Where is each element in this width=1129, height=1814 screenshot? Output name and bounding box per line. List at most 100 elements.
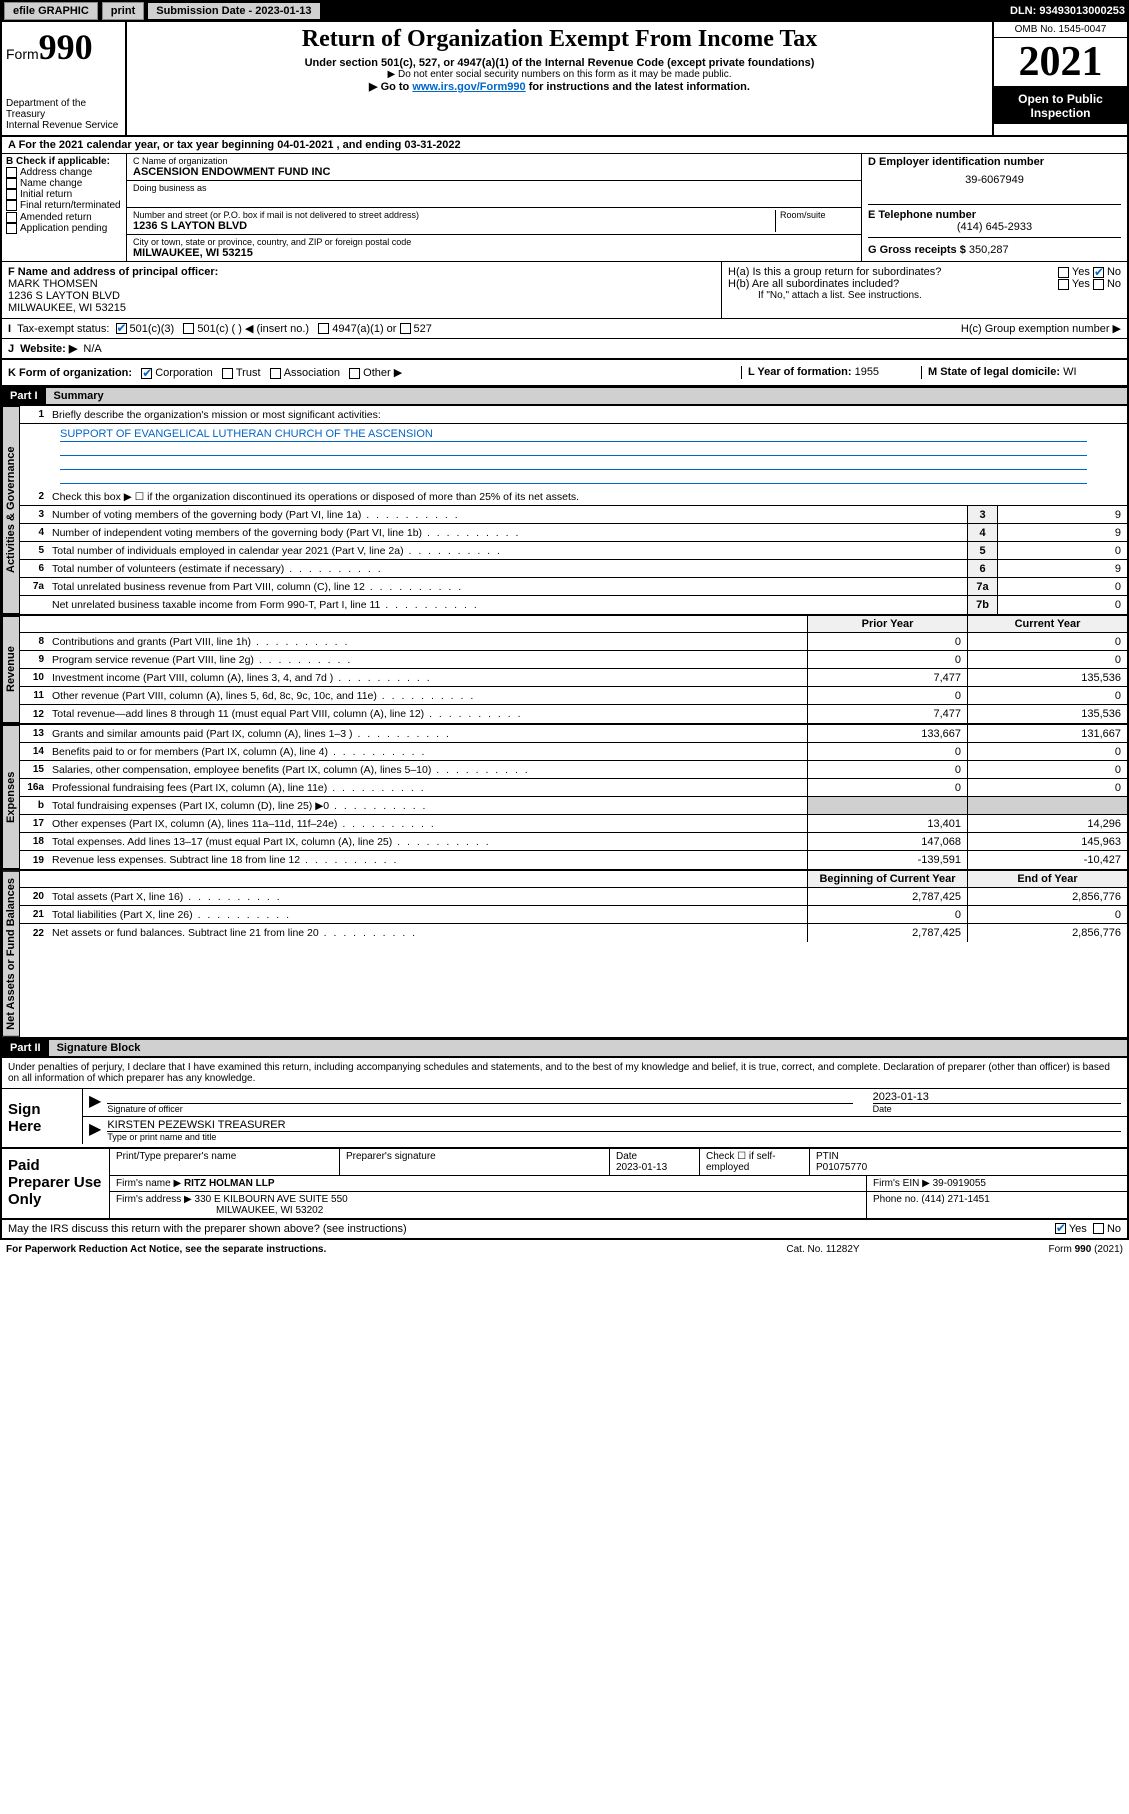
- submission-date: Submission Date - 2023-01-13: [148, 3, 319, 19]
- table-row: 14Benefits paid to or for members (Part …: [20, 743, 1127, 761]
- firm-ein: 39-0919055: [933, 1178, 986, 1189]
- 501c-check[interactable]: [183, 323, 194, 334]
- table-row: 16aProfessional fundraising fees (Part I…: [20, 779, 1127, 797]
- tab-expenses: Expenses: [2, 725, 20, 869]
- 4947-check[interactable]: [318, 323, 329, 334]
- tab-revenue: Revenue: [2, 616, 20, 723]
- firm-phone: (414) 271-1451: [921, 1194, 989, 1205]
- org-city: MILWAUKEE, WI 53215: [133, 247, 855, 259]
- form-number: Form990: [6, 26, 121, 68]
- officer-label: F Name and address of principal officer:: [8, 266, 218, 278]
- subtitle-3: ▶ Go to www.irs.gov/Form990 for instruct…: [135, 80, 984, 93]
- gross-label: G Gross receipts $: [868, 244, 966, 256]
- prep-date: 2023-01-13: [616, 1162, 667, 1173]
- gross-value: 350,287: [969, 244, 1009, 256]
- box-b: B Check if applicable: Address change Na…: [2, 154, 127, 261]
- sign-here-label: Sign Here: [2, 1089, 82, 1147]
- dln: DLN: 93493013000253: [1010, 5, 1125, 17]
- hb-row: H(b) Are all subordinates included? Yes …: [728, 278, 1121, 290]
- k-trust[interactable]: [222, 368, 233, 379]
- irs-link[interactable]: www.irs.gov/Form990: [412, 81, 525, 93]
- arrow-icon: ▶: [89, 1119, 101, 1142]
- year-formed: 1955: [855, 366, 879, 378]
- officer-addr2: MILWAUKEE, WI 53215: [8, 302, 126, 314]
- discuss-yes[interactable]: [1055, 1223, 1066, 1234]
- irs-label: Internal Revenue Service: [6, 120, 121, 131]
- table-row: 15Salaries, other compensation, employee…: [20, 761, 1127, 779]
- org-info-row: B Check if applicable: Address change Na…: [0, 154, 1129, 262]
- ptin: P01075770: [816, 1162, 867, 1173]
- signer-name: KIRSTEN PEZEWSKI TREASURER: [107, 1119, 1121, 1131]
- table-row: 4Number of independent voting members of…: [20, 524, 1127, 542]
- dba-label: Doing business as: [133, 183, 855, 193]
- table-row: 3Number of voting members of the governi…: [20, 506, 1127, 524]
- phone-label: E Telephone number: [868, 209, 976, 221]
- k-assoc[interactable]: [270, 368, 281, 379]
- open-public: Open to PublicInspection: [994, 88, 1127, 124]
- discuss-no[interactable]: [1093, 1223, 1104, 1234]
- hb-yes[interactable]: [1058, 279, 1069, 290]
- table-row: 8Contributions and grants (Part VIII, li…: [20, 633, 1127, 651]
- ha-yes[interactable]: [1058, 267, 1069, 278]
- k-corp[interactable]: [141, 368, 152, 379]
- officer-addr1: 1236 S LAYTON BLVD: [8, 290, 120, 302]
- page-footer: For Paperwork Reduction Act Notice, see …: [0, 1240, 1129, 1259]
- table-row: 11Other revenue (Part VIII, column (A), …: [20, 687, 1127, 705]
- subtitle-2: ▶ Do not enter social security numbers o…: [135, 69, 984, 80]
- tab-activities: Activities & Governance: [2, 406, 20, 614]
- preparer-label: Paid Preparer Use Only: [2, 1149, 110, 1218]
- hb-note: If "No," attach a list. See instructions…: [728, 290, 1121, 301]
- table-row: 6Total number of volunteers (estimate if…: [20, 560, 1127, 578]
- declaration: Under penalties of perjury, I declare th…: [0, 1058, 1129, 1088]
- ein-value: 39-6067949: [868, 174, 1121, 186]
- sign-date: 2023-01-13: [873, 1091, 1121, 1103]
- table-row: 18Total expenses. Add lines 13–17 (must …: [20, 833, 1127, 851]
- checkbox-addr-change[interactable]: [6, 167, 17, 178]
- checkbox-amended[interactable]: [6, 212, 17, 223]
- part-ii-header: Part II Signature Block: [0, 1039, 1129, 1058]
- mission-block: SUPPORT OF EVANGELICAL LUTHERAN CHURCH O…: [20, 424, 1127, 488]
- part-i-header: Part I Summary: [0, 387, 1129, 406]
- period-row: A For the 2021 calendar year, or tax yea…: [0, 137, 1129, 154]
- addr-label: Number and street (or P.O. box if mail i…: [133, 210, 775, 220]
- col-begin: Beginning of Current Year: [807, 871, 967, 887]
- hb-no[interactable]: [1093, 279, 1104, 290]
- arrow-icon: ▶: [89, 1091, 101, 1114]
- room-label: Room/suite: [780, 210, 855, 220]
- table-row: bTotal fundraising expenses (Part IX, co…: [20, 797, 1127, 815]
- checkbox-final[interactable]: [6, 200, 17, 211]
- form-title: Return of Organization Exempt From Incom…: [135, 26, 984, 53]
- checkbox-name-change[interactable]: [6, 178, 17, 189]
- efile-button[interactable]: efile GRAPHIC: [4, 2, 98, 20]
- checkbox-pending[interactable]: [6, 223, 17, 234]
- website-value: N/A: [83, 343, 101, 355]
- 501c3-check[interactable]: [116, 323, 127, 334]
- org-address: 1236 S LAYTON BLVD: [133, 220, 775, 232]
- org-name: ASCENSION ENDOWMENT FUND INC: [133, 166, 855, 178]
- table-row: 7aTotal unrelated business revenue from …: [20, 578, 1127, 596]
- print-button[interactable]: print: [102, 2, 144, 20]
- table-row: 22Net assets or fund balances. Subtract …: [20, 924, 1127, 942]
- 527-check[interactable]: [400, 323, 411, 334]
- firm-addr: 330 E KILBOURN AVE SUITE 550: [195, 1194, 348, 1205]
- table-row: 10Investment income (Part VIII, column (…: [20, 669, 1127, 687]
- ha-row: H(a) Is this a group return for subordin…: [728, 266, 1121, 278]
- topbar: efile GRAPHIC print Submission Date - 20…: [0, 0, 1129, 22]
- ha-no[interactable]: [1093, 267, 1104, 278]
- expenses-section: Expenses 13Grants and similar amounts pa…: [0, 725, 1129, 871]
- table-row: 19Revenue less expenses. Subtract line 1…: [20, 851, 1127, 869]
- klm-row: K Form of organization: Corporation Trus…: [0, 360, 1129, 387]
- checkbox-initial[interactable]: [6, 189, 17, 200]
- table-row: 12Total revenue—add lines 8 through 11 (…: [20, 705, 1127, 723]
- table-row: Net unrelated business taxable income fr…: [20, 596, 1127, 614]
- table-row: 5Total number of individuals employed in…: [20, 542, 1127, 560]
- tab-net-assets: Net Assets or Fund Balances: [2, 871, 20, 1037]
- tax-year: 2021: [994, 38, 1127, 88]
- phone-value: (414) 645-2933: [868, 221, 1121, 233]
- ein-label: D Employer identification number: [868, 156, 1044, 168]
- k-other[interactable]: [349, 368, 360, 379]
- signature-block: Sign Here ▶ Signature of officer 2023-01…: [0, 1088, 1129, 1149]
- tax-exempt-row: I Tax-exempt status: 501(c)(3) 501(c) ( …: [0, 319, 1129, 339]
- revenue-section: Revenue Prior Year Current Year 8Contrib…: [0, 616, 1129, 725]
- dept-treasury: Department of the Treasury: [6, 98, 121, 120]
